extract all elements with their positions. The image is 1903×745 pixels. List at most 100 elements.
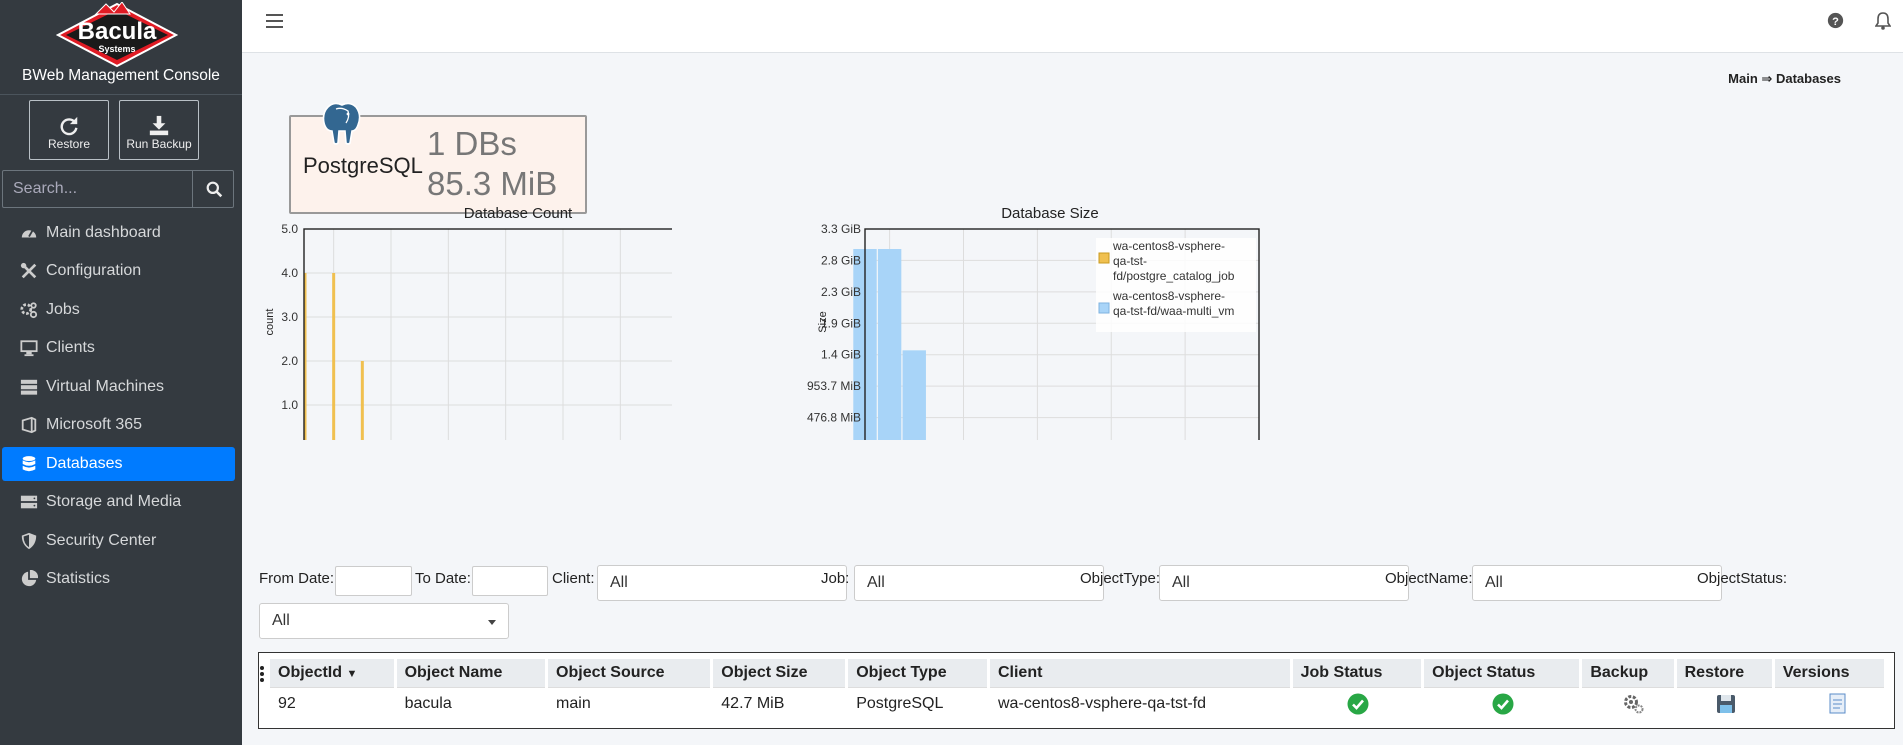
search-button[interactable]	[194, 171, 234, 207]
table-row[interactable]: 92 bacula main 42.7 MiB PostgreSQL wa-ce…	[270, 688, 1884, 720]
search-input[interactable]	[3, 171, 193, 207]
floppy-disk-icon[interactable]	[1715, 693, 1737, 715]
object-name-select-value: All	[1485, 574, 1503, 591]
to-date-label: To Date:	[415, 570, 471, 587]
hamburger-menu-icon[interactable]	[266, 13, 283, 29]
column-header-object-source[interactable]: Object Source	[548, 659, 711, 688]
column-header-object-name[interactable]: Object Name	[396, 659, 546, 688]
breadcrumb-current: Databases	[1775, 71, 1841, 86]
column-menu-icon[interactable]	[259, 666, 265, 682]
storage-icon	[20, 495, 38, 509]
sidebar-item-clients[interactable]: Clients	[2, 331, 235, 365]
client-filter-label: Client:	[552, 570, 595, 587]
from-date-input[interactable]	[335, 566, 412, 596]
to-date-input[interactable]	[472, 566, 548, 596]
column-header-restore[interactable]: Restore	[1676, 659, 1772, 688]
shield-icon	[21, 532, 37, 550]
client-select-value: All	[610, 574, 628, 591]
bar	[902, 350, 926, 440]
breadcrumb-main-link[interactable]: Main	[1728, 71, 1758, 86]
objects-table: ObjectId ▼ Object Name Object Source Obj…	[267, 659, 1887, 720]
object-status-select[interactable]: All	[259, 603, 509, 639]
client-select[interactable]: All	[597, 565, 847, 601]
help-icon[interactable]: ?	[1827, 12, 1844, 29]
database-icon	[22, 456, 36, 472]
bell-icon[interactable]	[1875, 11, 1891, 30]
sidebar-item-configuration[interactable]: Configuration	[2, 254, 235, 288]
column-header-objectid[interactable]: ObjectId ▼	[270, 659, 394, 688]
sidebar-item-main-dashboard[interactable]: Main dashboard	[2, 216, 235, 250]
office-icon	[21, 416, 37, 434]
column-header-object-type[interactable]: Object Type	[848, 659, 987, 688]
y-tick-label: 3.3 GiB	[821, 222, 861, 236]
y-tick-label: 1.0	[281, 398, 298, 412]
sidebar-item-statistics[interactable]: Statistics	[2, 562, 235, 596]
legend-swatch	[1098, 302, 1110, 314]
y-tick-label: 476.8 MiB	[807, 411, 861, 425]
sidebar-item-label: Security Center	[46, 532, 157, 549]
column-header-client[interactable]: Client	[989, 659, 1290, 688]
sidebar-item-virtual-machines[interactable]: Virtual Machines	[2, 370, 235, 404]
bar	[877, 249, 902, 440]
legend-entry[interactable]: wa-centos8-vsphere-qa-tst-fd/waa-multi_v…	[1112, 289, 1234, 318]
document-list-icon[interactable]	[1827, 693, 1847, 715]
top-navbar: ?	[242, 0, 1903, 53]
tachometer-icon	[21, 229, 37, 238]
object-status-select-value: All	[272, 612, 290, 629]
cell-object-type: PostgreSQL	[856, 695, 944, 712]
sidebar-item-label: Virtual Machines	[46, 378, 164, 395]
cell-versions	[1775, 688, 1884, 720]
sidebar-item-label: Main dashboard	[46, 224, 161, 241]
y-axis-label: Size	[817, 311, 829, 332]
run-backup-button[interactable]: Run Backup	[119, 100, 199, 160]
column-header-object-status[interactable]: Object Status	[1424, 659, 1580, 688]
download-icon	[120, 115, 198, 137]
column-header-backup[interactable]: Backup	[1582, 659, 1674, 688]
legend-entry[interactable]: wa-centos8-vsphere-qa-tst-fd/postgre_cat…	[1112, 239, 1235, 283]
objects-table-container: ObjectId ▼ Object Name Object Source Obj…	[258, 652, 1895, 729]
sidebar-item-label: Microsoft 365	[46, 416, 143, 433]
sidebar-item-label: Clients	[46, 339, 95, 356]
console-title: BWeb Management Console	[22, 67, 220, 84]
y-tick-label: 2.0	[281, 354, 298, 368]
y-tick-label: 3.0	[281, 310, 298, 324]
cell-object-source: main	[556, 695, 591, 712]
check-circle-icon	[1347, 693, 1369, 715]
chart-legend: wa-centos8-vsphere-qa-tst-fd/postgre_cat…	[1096, 238, 1256, 332]
restore-label: Restore	[47, 137, 91, 151]
cell-object-status	[1424, 688, 1579, 720]
sidebar-item-label: Statistics	[46, 570, 111, 587]
sidebar-item-security-center[interactable]: Security Center	[2, 524, 235, 558]
sidebar-item-microsoft-365[interactable]: Microsoft 365	[2, 408, 235, 442]
db-size: 85.3 MiB	[427, 165, 558, 202]
sidebar-item-storage-and-media[interactable]: Storage and Media	[2, 485, 235, 519]
server-icon	[20, 379, 38, 395]
column-header-versions[interactable]: Versions	[1774, 659, 1884, 688]
gears-icon[interactable]	[1622, 693, 1644, 715]
bar	[332, 273, 336, 440]
column-header-object-size[interactable]: Object Size	[713, 659, 846, 688]
postgresql-elephant-icon	[322, 102, 361, 145]
job-select[interactable]: All	[854, 565, 1104, 601]
sidebar-item-jobs[interactable]: Jobs	[2, 293, 235, 327]
cell-job-status	[1293, 688, 1422, 720]
plot-frame	[303, 228, 672, 440]
sidebar-item-databases[interactable]: Databases	[2, 447, 235, 481]
y-tick-label: 5.0	[281, 222, 298, 236]
tools-icon	[20, 262, 37, 279]
y-tick-label: 953.7 MiB	[807, 379, 861, 393]
sidebar-divider	[0, 94, 242, 95]
y-tick-label: 4.0	[281, 266, 298, 280]
y-axis-label: count	[264, 309, 276, 336]
plot-frame	[864, 228, 1260, 440]
column-header-job-status[interactable]: Job Status	[1292, 659, 1422, 688]
object-name-select[interactable]: All	[1472, 565, 1722, 601]
restore-button[interactable]: Restore	[29, 100, 109, 160]
svg-text:Bacula: Bacula	[78, 18, 157, 45]
object-name-filter-label: ObjectName:	[1385, 570, 1473, 587]
y-tick-label: 1.4 GiB	[821, 348, 861, 362]
cell-objectid: 92	[278, 695, 296, 712]
job-select-value: All	[867, 574, 885, 591]
bacula-logo[interactable]: Bacula Systems	[56, 2, 178, 68]
object-type-select[interactable]: All	[1159, 565, 1409, 601]
